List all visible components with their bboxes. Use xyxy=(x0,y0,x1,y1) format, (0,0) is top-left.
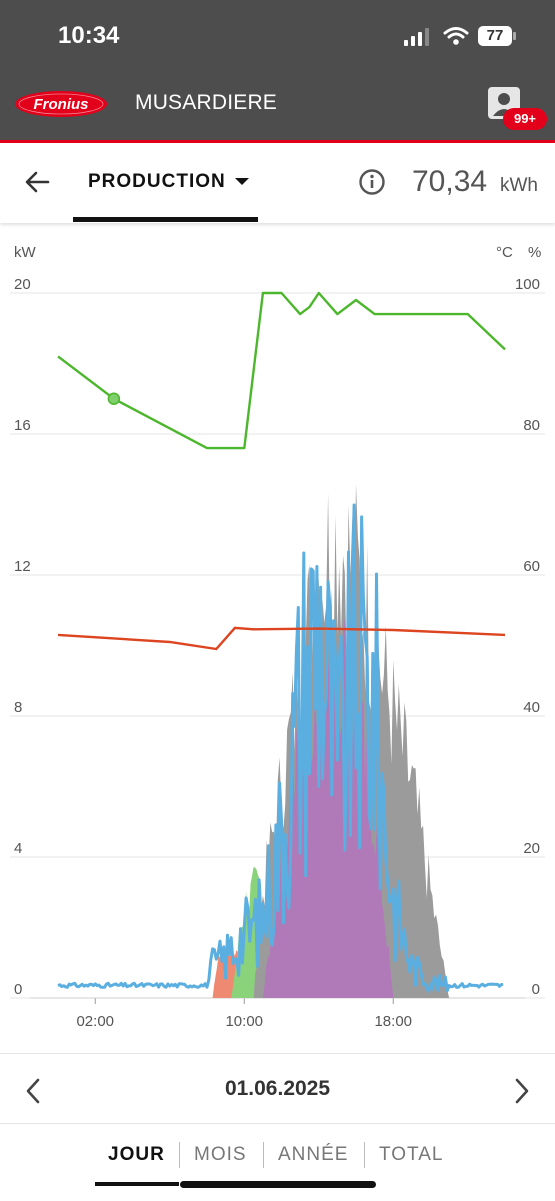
info-icon[interactable] xyxy=(358,168,386,196)
period-tabs: JOUR MOIS ANNÉE TOTAL xyxy=(0,1123,555,1201)
battery-cap xyxy=(513,32,516,40)
series-line-blue xyxy=(57,503,504,993)
y-right-tick-label: 20 xyxy=(523,840,540,857)
status-bar: 10:34 77 xyxy=(0,0,555,72)
x-tick-label: 10:00 xyxy=(225,1013,263,1030)
chart-labels: 20 100 16 80 12 60 8 40 4 20 0 0 kW °C % 02:00 10:00 18:0… xyxy=(14,244,541,1030)
total-energy-value: 70,34 xyxy=(412,165,488,198)
x-tick-label: 18:00 xyxy=(374,1013,412,1030)
production-toolbar: PRODUCTION 70,34 kWh xyxy=(0,143,555,223)
selected-date[interactable]: 01.06.2025 xyxy=(224,1077,331,1100)
tab-mois[interactable]: MOIS xyxy=(194,1144,247,1165)
app-header: Fronius MUSARDIERE 99+ xyxy=(0,72,555,143)
total-energy-unit: kWh xyxy=(500,175,538,196)
y-left-tick-label: 4 xyxy=(14,840,22,857)
home-indicator xyxy=(180,1181,376,1188)
logo-text: Fronius xyxy=(34,96,89,113)
production-chart[interactable]: 20 100 16 80 12 60 8 40 4 20 0 0 kW °C % 02:00 10:00 18:0… xyxy=(0,235,555,1035)
tab-separator xyxy=(263,1142,264,1168)
y-left-tick-label: 20 xyxy=(14,276,31,293)
tab-total[interactable]: TOTAL xyxy=(379,1144,444,1165)
signal-icon xyxy=(404,28,429,46)
active-tab-underline xyxy=(95,1182,179,1186)
battery-level: 77 xyxy=(486,27,504,44)
chevron-right-icon[interactable] xyxy=(511,1076,533,1106)
status-time: 10:34 xyxy=(58,22,120,49)
back-arrow-icon[interactable] xyxy=(20,165,54,199)
y-left-tick-label: 12 xyxy=(14,558,31,575)
wifi-icon xyxy=(443,27,469,45)
battery-icon: 77 xyxy=(478,26,512,46)
date-navigation: 01.06.2025 xyxy=(0,1053,555,1124)
area-purple xyxy=(262,588,394,998)
y-right-tick-label: 0 xyxy=(532,981,540,998)
y-left-tick-label: 0 xyxy=(14,981,22,998)
y-right-tick-label: 40 xyxy=(523,699,540,716)
y-left-tick-label: 16 xyxy=(14,417,31,434)
series-line-soc xyxy=(57,291,506,450)
chevron-left-icon[interactable] xyxy=(22,1076,44,1106)
site-name[interactable]: MUSARDIERE xyxy=(135,91,278,114)
y-right-tick-label: 100 xyxy=(515,276,540,293)
tab-underline xyxy=(73,217,258,222)
fronius-logo[interactable]: Fronius xyxy=(14,89,108,119)
tab-jour[interactable]: JOUR xyxy=(108,1144,165,1165)
y-right-axis-label: % xyxy=(528,244,541,261)
view-selector[interactable]: PRODUCTION xyxy=(88,171,226,192)
y-left-tick-label: 8 xyxy=(14,699,22,716)
x-tick-label: 02:00 xyxy=(76,1013,114,1030)
y-right-axis-label: °C xyxy=(496,244,513,261)
series-line-temperature xyxy=(57,626,506,651)
notification-badge[interactable]: 99+ xyxy=(503,108,547,130)
chart-cursor-marker xyxy=(107,392,121,405)
tab-separator xyxy=(179,1142,180,1168)
y-right-tick-label: 80 xyxy=(523,417,540,434)
y-left-axis-label: kW xyxy=(14,244,37,261)
tab-annee[interactable]: ANNÉE xyxy=(278,1144,349,1165)
y-right-tick-label: 60 xyxy=(523,558,540,575)
tab-separator xyxy=(364,1142,365,1168)
chart-lines xyxy=(57,291,506,993)
chevron-down-icon[interactable] xyxy=(235,178,249,185)
